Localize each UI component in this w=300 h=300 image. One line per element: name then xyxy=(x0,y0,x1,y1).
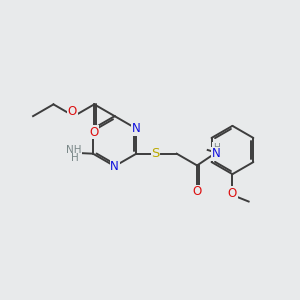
Text: O: O xyxy=(193,185,202,198)
Text: N: N xyxy=(110,160,119,173)
Text: H: H xyxy=(71,153,79,163)
Text: N: N xyxy=(212,147,220,160)
Text: S: S xyxy=(151,147,160,160)
Text: N: N xyxy=(132,122,141,135)
Text: NH: NH xyxy=(66,145,82,154)
Text: O: O xyxy=(228,187,237,200)
Text: H: H xyxy=(213,143,219,152)
Text: O: O xyxy=(68,105,77,118)
Text: O: O xyxy=(90,126,99,139)
